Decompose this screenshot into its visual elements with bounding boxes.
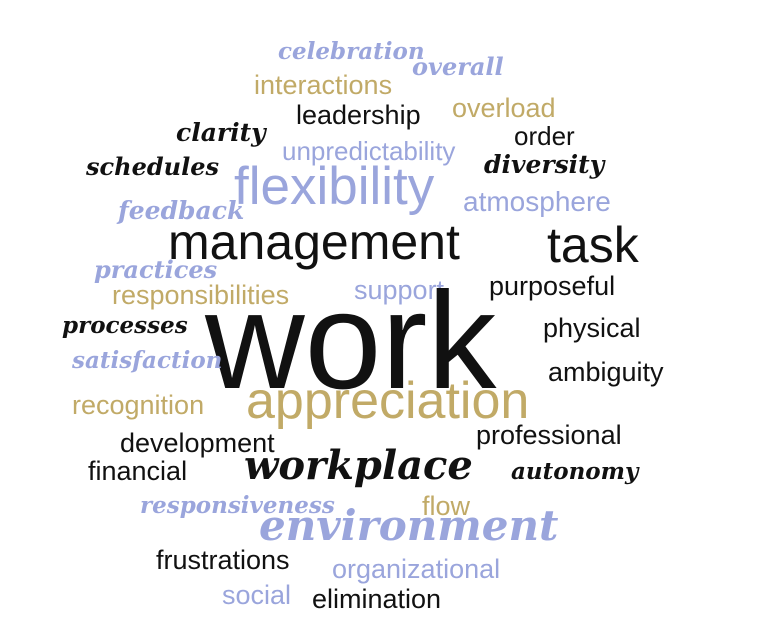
word-feedback: feedback — [118, 196, 245, 225]
word-elimination: elimination — [312, 584, 442, 614]
word-processes: processes — [62, 312, 188, 339]
word-satisfaction: satisfaction — [72, 347, 223, 374]
word-flexibility: flexibility — [234, 157, 435, 216]
word-flow: flow — [422, 491, 471, 521]
word-responsiveness: responsiveness — [140, 492, 335, 519]
word-overall: overall — [412, 52, 504, 81]
word-workplace: workplace — [244, 442, 473, 489]
word-professional: professional — [476, 420, 622, 450]
word-practices: practices — [94, 255, 218, 284]
word-physical: physical — [543, 313, 641, 343]
word-social: social — [222, 580, 292, 610]
word-support: support — [354, 275, 445, 305]
word-unpredictability: unpredictability — [282, 136, 456, 166]
word-celebration: celebration — [278, 38, 425, 65]
word-overload: overload — [452, 93, 556, 123]
word-responsibilities: responsibilities — [112, 280, 290, 310]
word-clarity: clarity — [176, 118, 266, 147]
word-interactions: interactions — [254, 70, 393, 100]
word-schedules: schedules — [86, 152, 219, 181]
word-diversity: diversity — [484, 150, 605, 179]
word-purposeful: purposeful — [489, 271, 616, 301]
word-task: task — [547, 217, 639, 273]
word-frustrations: frustrations — [156, 545, 290, 575]
word-organizational: organizational — [332, 554, 501, 584]
word-appreciation: appreciation — [246, 372, 530, 430]
word-autonomy: autonomy — [511, 458, 639, 485]
word-environment: environment — [259, 501, 559, 550]
word-atmosphere: atmosphere — [463, 186, 611, 217]
word-order: order — [514, 121, 575, 151]
word-ambiguity: ambiguity — [548, 357, 664, 387]
word-recognition: recognition — [72, 390, 205, 420]
word-work: work — [205, 264, 497, 418]
word-development: development — [120, 428, 275, 458]
word-leadership: leadership — [296, 100, 421, 130]
word-management: management — [168, 214, 460, 270]
word-financial: financial — [88, 456, 188, 486]
